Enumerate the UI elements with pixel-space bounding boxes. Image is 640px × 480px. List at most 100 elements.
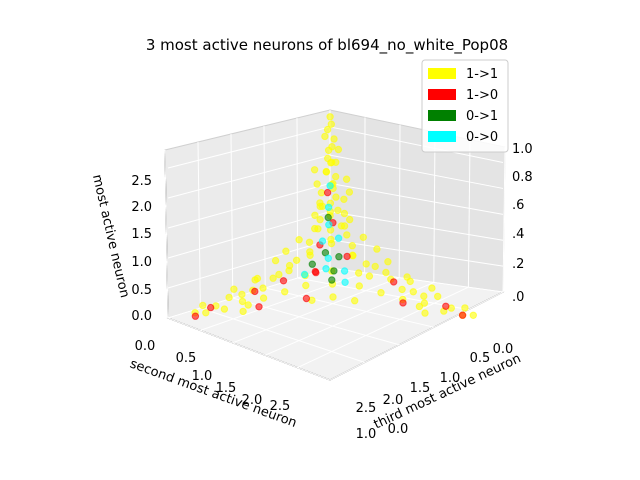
data-point-1-to-1 <box>238 297 247 306</box>
data-point-1-to-1 <box>420 292 428 300</box>
data-point-1-to-1 <box>362 260 370 268</box>
data-point-1-to-1 <box>346 215 354 224</box>
x-tick-label: 0.0 <box>135 339 156 354</box>
y-tick-label: 0.5 <box>470 351 491 366</box>
data-point-1-to-1 <box>275 270 283 279</box>
data-point-1-to-1 <box>355 269 363 277</box>
data-point-1-to-1 <box>384 258 392 266</box>
legend: 1->1 1->0 0->1 0->0 <box>421 59 509 153</box>
data-point-1-to-1 <box>269 274 277 282</box>
data-point-0-to-0 <box>326 182 334 190</box>
data-point-1-to-1 <box>282 247 290 255</box>
data-point-1-to-1 <box>373 245 381 253</box>
data-point-1-to-1 <box>343 231 351 239</box>
grid-line <box>329 182 504 215</box>
data-point-1-to-1 <box>345 188 354 196</box>
data-point-1-to-1 <box>225 293 233 302</box>
y-tick-label: 1.0 <box>440 371 461 386</box>
data-point-1-to-1 <box>310 166 319 174</box>
data-point-0-to-1 <box>335 253 343 261</box>
data-point-1-to-0 <box>442 302 450 310</box>
data-point-1-to-1 <box>334 206 342 215</box>
grid-line <box>167 182 331 229</box>
grid-line <box>297 286 469 369</box>
grid-line <box>265 287 434 328</box>
data-point-1-to-1 <box>202 309 210 317</box>
data-point-1-to-0 <box>390 278 398 286</box>
legend-swatch <box>428 68 456 79</box>
grid-line <box>200 307 365 363</box>
data-point-1-to-1 <box>199 301 207 310</box>
data-point-1-to-1 <box>327 239 336 248</box>
legend-label: 0->1 <box>466 109 498 124</box>
grid-line <box>200 272 365 331</box>
data-point-0-to-1 <box>330 267 338 275</box>
data-point-1-to-1 <box>306 251 314 260</box>
legend-swatch <box>428 89 456 100</box>
data-point-1-to-1 <box>292 256 301 264</box>
grid-line <box>502 146 506 293</box>
legend-label: 1->0 <box>466 88 498 103</box>
right-axis-tick-label: .6 <box>512 198 524 213</box>
data-point-1-to-1 <box>469 311 477 319</box>
z-tick-label: 1.0 <box>131 255 152 270</box>
grid-line <box>167 239 331 289</box>
data-point-1-to-1 <box>314 225 322 233</box>
data-point-1-to-1 <box>340 195 348 204</box>
data-point-1-to-1 <box>415 302 424 311</box>
data-point-1-to-1 <box>382 268 390 277</box>
data-point-1-to-1 <box>420 299 429 307</box>
data-point-1-to-1 <box>305 238 314 247</box>
data-point-1-to-0 <box>399 299 407 307</box>
y-tick-label: 0.0 <box>493 342 514 357</box>
x-tick-label: 1.0 <box>192 369 213 384</box>
grid-line <box>197 141 201 309</box>
data-point-1-to-0 <box>251 287 259 296</box>
data-points <box>191 113 477 320</box>
data-point-1-to-1 <box>355 282 363 290</box>
data-point-1-to-1 <box>332 193 340 201</box>
grid-line <box>329 126 504 164</box>
data-point-1-to-1 <box>330 135 338 143</box>
data-point-1-to-0 <box>458 311 467 319</box>
data-point-1-to-1 <box>327 159 335 167</box>
data-point-1-to-1 <box>238 290 246 299</box>
right-axis-tick-label: .4 <box>512 227 524 242</box>
data-point-1-to-1 <box>409 288 417 296</box>
right-axis-tick-label: .2 <box>512 257 524 272</box>
legend-label: 0->0 <box>466 130 498 145</box>
data-point-1-to-1 <box>321 132 329 141</box>
data-point-1-to-1 <box>295 236 303 244</box>
data-point-0-to-1 <box>328 276 336 284</box>
grid-line <box>263 125 266 289</box>
grid-line <box>329 291 504 381</box>
data-point-1-to-1 <box>326 113 334 121</box>
grid-line <box>164 149 169 319</box>
tick-labels: 0.00.51.01.52.02.50.00.51.01.52.0 2.50.00… <box>131 142 532 442</box>
data-point-1-to-1 <box>403 273 411 281</box>
data-point-0-to-0 <box>334 234 343 242</box>
data-point-1-to-1 <box>421 309 429 317</box>
data-point-1-to-1 <box>302 281 310 290</box>
data-point-1-to-1 <box>398 285 406 294</box>
data-point-1-to-1 <box>434 292 442 301</box>
data-point-1-to-1 <box>334 145 343 154</box>
data-point-1-to-1 <box>253 274 262 283</box>
overlap-tick-label: 1.0 <box>356 427 377 442</box>
data-point-1-to-0 <box>343 252 351 261</box>
grid-line <box>433 132 436 283</box>
data-point-1-to-1 <box>348 242 356 250</box>
right-axis-tick-label: 0.8 <box>512 170 533 185</box>
grid-line <box>167 154 331 199</box>
y-tick-label: 1.5 <box>410 381 431 396</box>
overlap-tick-label: 0.0 <box>388 422 409 437</box>
data-point-1-to-1 <box>359 233 367 242</box>
data-point-0-to-0 <box>325 221 333 229</box>
data-point-1-to-0 <box>255 303 263 311</box>
data-point-0-to-0 <box>340 267 349 275</box>
data-point-0-to-1 <box>308 260 316 268</box>
data-point-1-to-1 <box>322 168 331 176</box>
data-point-1-to-1 <box>332 172 340 181</box>
data-point-1-to-1 <box>342 175 351 183</box>
data-point-1-to-1 <box>329 293 337 301</box>
